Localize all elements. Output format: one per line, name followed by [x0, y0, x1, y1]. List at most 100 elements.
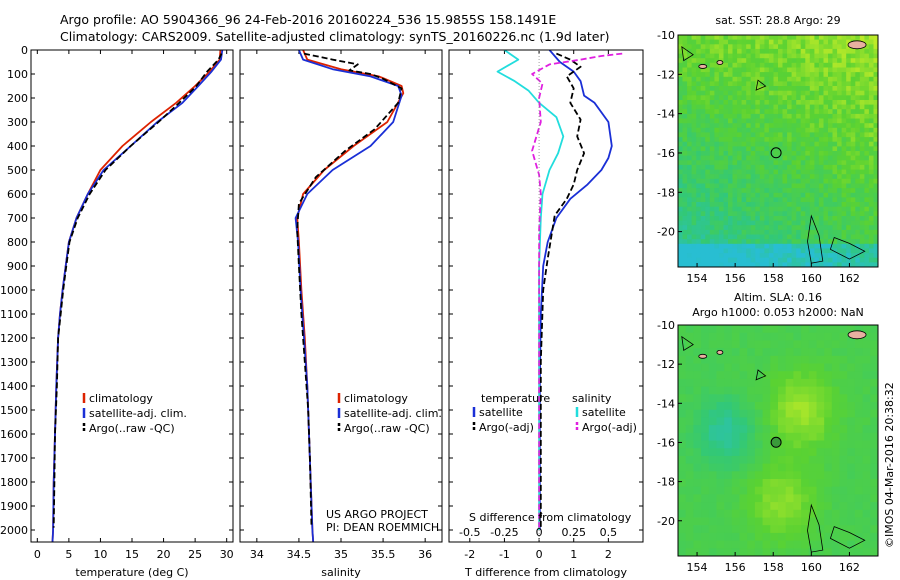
sst_map-cell: [691, 90, 697, 96]
sla_map-cell: [701, 325, 710, 334]
sst_map-cell: [682, 197, 688, 203]
sst_map-cell: [741, 113, 747, 120]
sst_map-cell: [800, 234, 806, 240]
sst_map-cell: [732, 257, 738, 263]
sst_map-cell: [741, 48, 747, 55]
sst_map-cell: [700, 118, 706, 124]
sst_map-cell: [746, 225, 752, 231]
sla_map-cell: [739, 494, 748, 503]
sst_map-cell: [841, 81, 847, 87]
sst_map-cell: [773, 104, 779, 110]
sst_map-cell: [800, 202, 806, 208]
sst_map-cell: [846, 257, 852, 263]
sla_map-cell: [793, 479, 802, 488]
sst_map-cell: [773, 137, 779, 143]
sst_map-cell: [800, 192, 806, 198]
sst_map-cell: [818, 118, 824, 124]
sst_map-cell: [805, 39, 811, 45]
sst_map-cell: [782, 174, 788, 180]
sst_map-cell: [814, 90, 820, 96]
sst_map-cell: [859, 58, 865, 64]
sst_map-cell: [718, 104, 724, 110]
salinity-xtick-label: 34.5: [287, 548, 312, 561]
sla_map-cell: [685, 525, 694, 534]
sst_map-cell: [800, 164, 806, 171]
sst_map-cell: [764, 239, 770, 245]
sst_map-cell: [759, 239, 765, 245]
sst_map-cell: [818, 188, 824, 194]
sst_map-cell: [705, 67, 711, 73]
sla_map-cell: [685, 548, 694, 556]
sla_map-cell: [678, 440, 687, 449]
sla_map-cell: [701, 417, 710, 426]
sst_map-cell: [773, 248, 779, 254]
sst_map-cell: [764, 76, 770, 82]
sst_map-cell: [873, 151, 878, 157]
sst_map-cell: [718, 72, 724, 78]
sst_map-cell: [818, 100, 824, 106]
sla_map-cell: [762, 463, 771, 472]
sla_map-cell: [778, 371, 787, 380]
sla_map-cell: [808, 448, 818, 457]
sst_map-cell: [728, 141, 734, 147]
sst_map-cell: [818, 243, 824, 249]
sst_map-cell: [755, 202, 761, 208]
sst_map-cell: [687, 53, 693, 59]
sst_map-cell: [732, 100, 738, 106]
sst_map-cell: [750, 160, 756, 166]
sst_map-cell: [682, 118, 688, 124]
sla_map-cell: [747, 409, 756, 418]
sst_map-cell: [791, 76, 797, 82]
sst_map-cell: [796, 183, 802, 189]
sst_map-cell: [859, 76, 865, 82]
sst_map-cell: [746, 62, 752, 68]
sla_map-cell: [785, 448, 794, 457]
sst_map-cell: [846, 188, 852, 194]
sst_map-cell: [732, 243, 738, 249]
sla_map-cell: [839, 455, 848, 465]
sst_map-cell: [823, 225, 829, 231]
sst_map-cell: [828, 58, 834, 64]
sst_map-cell: [850, 123, 856, 129]
sst_map-cell: [755, 174, 761, 180]
sst_map-cell: [823, 243, 829, 249]
sst_map-cell: [841, 155, 847, 161]
sst_map-cell: [750, 155, 756, 161]
sst_map-cell: [737, 211, 743, 217]
sst_map-cell: [800, 146, 806, 152]
sla_map-cell: [747, 402, 756, 411]
sst_map-cell: [732, 248, 738, 254]
sst_map-cell: [841, 44, 847, 50]
sst_map-cell: [691, 132, 697, 138]
sst_map-cell: [732, 118, 738, 124]
sla_map-cell: [847, 378, 856, 388]
sla_map-cell: [808, 479, 818, 488]
sst_map-cell: [846, 253, 852, 259]
sla_map-cell: [831, 378, 841, 388]
sst_map-cell: [782, 229, 788, 236]
sst_map-cell: [773, 62, 779, 68]
sla_map-cell: [770, 471, 779, 480]
sst_map-cell: [823, 123, 829, 129]
sla_map-cell: [678, 417, 687, 426]
sla_map-cell: [678, 540, 687, 549]
sst_map-cell: [828, 35, 834, 41]
sst_map-cell: [764, 206, 770, 212]
sst_map-cell: [759, 90, 765, 96]
sst_map-cell: [828, 183, 834, 189]
sst_map-cell: [714, 160, 720, 166]
sst_map-cell: [868, 62, 874, 68]
sst_map-cell: [864, 90, 870, 96]
sst_map-cell: [691, 39, 697, 45]
sst_map-cell: [778, 76, 784, 82]
sla_map-cell: [724, 340, 733, 349]
sst_map-cell: [741, 39, 747, 45]
sst_map-cell: [864, 95, 870, 101]
sst_map-cell: [723, 113, 729, 120]
sst_map-cell: [773, 262, 779, 267]
sst_map-cell: [723, 137, 729, 143]
sla_map-cell: [862, 325, 871, 334]
sst_map-cell: [805, 160, 811, 166]
sla_map-cell: [808, 494, 818, 503]
sst_map-cell: [700, 253, 706, 259]
